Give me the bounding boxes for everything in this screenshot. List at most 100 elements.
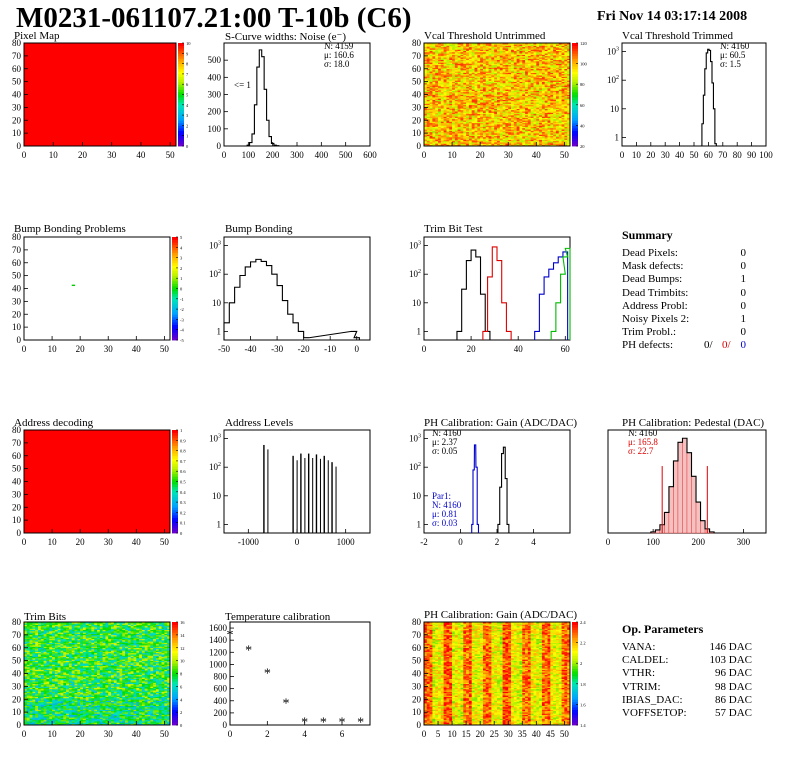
scatter-point: * [320,715,327,730]
y-tick-label: 103 [409,241,421,251]
palette-tick-label: 5 [180,235,183,240]
y-tick-label: 1 [615,132,620,142]
x-tick-label: 30 [104,537,114,547]
y-tick-label: 20 [12,502,22,512]
scatter-point: * [301,715,308,730]
scatter-point: * [339,715,346,730]
ph-gain-title: PH Calibration: Gain (ADC/DAC) [424,417,578,429]
palette-tick-label: 3 [186,113,189,118]
summary-row: Trim Probl.: 0 [622,326,746,339]
palette-tick-label: 1.6 [580,702,586,707]
y-tick-label: 50 [12,271,22,281]
y-tick-label: 0 [417,141,422,151]
x-tick-label: 30 [104,344,114,354]
x-tick-label: -2 [420,537,428,547]
palette-tick-label: 12 [180,646,185,651]
param-row: VTHR: 96 DAC [622,667,752,680]
trim-bit-test-chart: 0 20 40 60 1 10 102 103 [409,236,571,354]
palette-tick-label: 5 [186,93,189,98]
palette-tick-label: 120 [580,41,588,46]
y-tick-label: 60 [412,643,422,653]
histogram-line [223,258,360,340]
y-tick-label: 0 [17,720,22,730]
summary-label: Mask defects: [622,260,684,273]
palette-tick-label: 2 [180,710,182,715]
x-tick-label: 0 [354,344,359,354]
palette-tick-label: 0 [186,144,189,149]
y-tick-label: 0 [223,720,228,730]
series-line-0 [497,446,510,533]
param-label: CALDEL: [622,654,669,667]
y-tick-label: 10 [12,322,22,332]
x-tick-label: 15 [462,729,472,739]
noise-hist-title: S-Curve widths: Noise (e⁻) [225,31,346,43]
palette-tick-label: 20 [580,144,585,149]
x-tick-label: -30 [271,344,283,354]
x-tick-label: -10 [324,344,336,354]
x-tick-label: 4 [531,537,536,547]
summary-label: Dead Pixels: [622,247,678,259]
summary-row: Dead Trimbits: 0 [622,287,746,300]
param-label: VOFFSETOP: [622,706,687,719]
palette-tick-label: 1.4 [580,723,586,728]
x-tick-label: 10 [48,729,58,739]
y-tick-label: 70 [12,245,22,255]
x-tick-label: 30 [107,150,117,160]
palette-tick-label: 0.7 [180,459,186,464]
y-tick-label: 0 [17,335,22,345]
y-tick-label: 40 [412,90,422,100]
x-tick-label: -1000 [238,537,259,547]
x-tick-label: 10 [632,150,642,160]
param-row: IBIAS_DAC: 86 DAC [622,694,752,707]
x-tick-label: 90 [747,150,757,160]
x-tick-label: 0 [458,537,463,547]
palette-tick-label: -3 [180,317,184,322]
y-tick-label: 10 [412,707,422,717]
x-tick-label: 50 [690,150,700,160]
temp-calibration-title: Temperature calibration [225,611,331,623]
palette-tick-label: 100 [580,62,588,67]
y-tick-label: 1400 [209,635,228,645]
stats-line: N: 4159 [324,41,354,51]
x-tick-label: 0 [422,150,427,160]
x-tick-label: 30 [504,729,514,739]
y-tick-label: 10 [212,298,222,308]
x-tick-label: 30 [661,150,671,160]
stats-line: N: 4160 [720,41,750,51]
y-tick-label: 10 [412,298,422,308]
y-tick-label: 300 [208,90,222,100]
heatmap-cells [424,43,571,147]
x-tick-label: 80 [733,150,743,160]
x-tick-label: 40 [514,344,524,354]
y-tick-label: 10 [610,104,620,114]
x-tick-label: 10 [49,150,59,160]
stats-line: N: 4160 [432,428,462,438]
x-tick-label: 0 [422,344,427,354]
series-line-0 [456,249,491,340]
x-tick-label: 2 [265,729,270,739]
pedestal-bar [695,501,701,534]
histogram-line [701,48,717,146]
ph-pedestal-title: PH Calibration: Pedestal (DAC) [622,417,765,429]
y-tick-label: 800 [214,672,228,682]
y-tick-label: 103 [209,241,221,251]
summary-row: Mask defects: 0 [622,260,746,273]
stats-line: σ: 18.0 [324,59,350,69]
summary-row: Dead Pixels: 0 [622,247,746,260]
series-line-3 [550,247,571,340]
y-tick-label: 80 [12,425,22,435]
palette-tick-label: 7 [186,72,189,77]
y-tick-label: 10 [412,491,422,501]
palette-tick-label: 9 [186,51,189,56]
y-tick-label: 1600 [209,623,228,633]
palette-tick-label: 2 [186,123,188,128]
summary-value: 0 [740,260,747,273]
param-row: VOFFSETOP: 57 DAC [622,707,752,720]
y-tick-label: 70 [12,51,22,61]
palette-tick-label: 10 [186,41,191,46]
summary-row: Dead Bumps: 1 [622,273,746,286]
x-tick-label: 600 [363,150,377,160]
y-tick-label: 400 [214,696,228,706]
